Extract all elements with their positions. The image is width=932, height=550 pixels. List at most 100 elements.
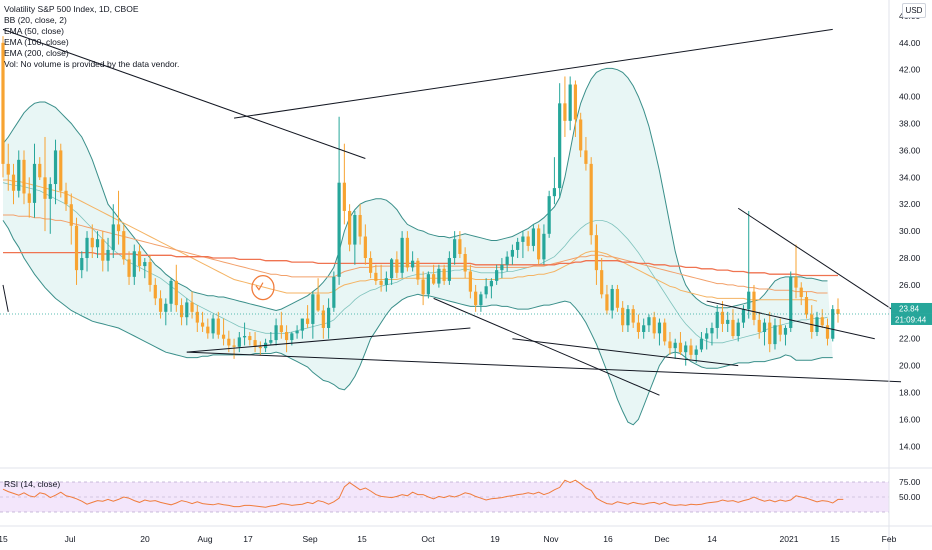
- candle: [710, 322, 714, 346]
- last-price-badge: [891, 302, 932, 314]
- candle-body: [663, 322, 667, 342]
- candle-body: [216, 318, 220, 335]
- candle: [752, 284, 756, 326]
- candle-body: [80, 258, 84, 271]
- trendline: [233, 28, 833, 119]
- candle: [558, 83, 562, 198]
- candle: [379, 264, 383, 292]
- price-tick-label: 38.00: [899, 119, 921, 129]
- candle: [348, 204, 352, 252]
- legend-title[interactable]: Volatility S&P 500 Index, 1D, CBOE: [4, 4, 139, 14]
- candle-body: [32, 163, 37, 203]
- trendline-drawings[interactable]: [2, 28, 902, 396]
- candle: [568, 76, 572, 131]
- candle-body: [453, 239, 457, 259]
- time-tick-label: Oct: [421, 534, 435, 544]
- candle: [185, 298, 189, 326]
- candle: [127, 251, 131, 285]
- rsi-path: [2, 479, 844, 508]
- candle-body: [353, 214, 357, 245]
- candle-body: [237, 337, 241, 347]
- legend-bb[interactable]: BB (20, close, 2): [4, 15, 67, 25]
- legend-ema50[interactable]: EMA (50, close): [4, 26, 64, 36]
- candle-body: [463, 253, 467, 272]
- candle: [122, 224, 126, 265]
- time-tick-label: Jul: [65, 534, 76, 544]
- rsi-legend[interactable]: RSI (14, close): [4, 479, 61, 489]
- candle-body: [437, 268, 441, 284]
- candle: [563, 76, 567, 137]
- candle-body: [794, 276, 798, 288]
- candle-body: [342, 182, 346, 211]
- candle-body: [248, 336, 252, 341]
- price-tick-label: 18.00: [899, 388, 921, 398]
- candle-body: [799, 287, 803, 298]
- candle-body: [736, 322, 740, 337]
- candle: [258, 341, 262, 355]
- candle: [647, 314, 651, 332]
- candle-body: [274, 325, 278, 341]
- candle-body: [579, 119, 583, 151]
- candle: [542, 224, 546, 265]
- candle: [400, 231, 404, 279]
- candle: [11, 163, 16, 205]
- candle: [626, 305, 630, 332]
- candle: [810, 305, 814, 339]
- legend-ema100[interactable]: EMA (100, close): [4, 37, 69, 47]
- legend-ema200[interactable]: EMA (200, close): [4, 48, 69, 58]
- candle-body: [657, 322, 662, 334]
- ema200-line: [3, 251, 838, 277]
- bb-lower: [2, 220, 833, 426]
- candle-body: [600, 270, 604, 295]
- candle: [164, 298, 168, 326]
- candle-body: [137, 251, 142, 267]
- candle: [59, 143, 63, 198]
- candle: [584, 136, 588, 171]
- price-tick-label: 32.00: [899, 199, 921, 209]
- candle: [836, 298, 840, 323]
- candle: [720, 301, 725, 332]
- candle: [69, 193, 73, 245]
- candle: [516, 237, 520, 259]
- candle: [689, 338, 693, 359]
- candle: [305, 305, 310, 328]
- candle-body: [642, 325, 646, 332]
- candle-body: [290, 333, 294, 341]
- candle: [242, 322, 247, 346]
- candle-body: [106, 249, 110, 261]
- candle: [526, 231, 530, 252]
- candle: [48, 177, 52, 234]
- candle: [432, 264, 436, 285]
- candle: [1, 36, 5, 178]
- candle: [547, 190, 551, 238]
- candle-body: [43, 177, 47, 199]
- candle: [715, 305, 719, 339]
- candle-body: [95, 239, 100, 248]
- candle-body: [804, 297, 809, 315]
- ema100-line: [3, 214, 828, 294]
- candle-body: [778, 325, 782, 335]
- bb-basis: [2, 182, 828, 344]
- candle-body: [74, 225, 79, 271]
- candlestick-series[interactable]: [1, 36, 840, 366]
- candle: [374, 264, 378, 285]
- countdown-badge: [891, 313, 932, 325]
- candle-body: [6, 163, 10, 175]
- currency-button[interactable]: USD: [902, 3, 926, 18]
- candle-body: [143, 262, 147, 267]
- candle: [463, 247, 467, 279]
- price-tick-label: 36.00: [899, 145, 921, 155]
- candle: [663, 318, 667, 346]
- candle: [773, 318, 777, 350]
- candle-body: [573, 84, 578, 120]
- candle: [594, 224, 599, 285]
- price-tick-label: 16.00: [899, 414, 921, 424]
- candle-body: [374, 272, 378, 281]
- candle: [279, 311, 283, 339]
- candle-body: [495, 270, 499, 281]
- candle: [426, 271, 430, 299]
- candle: [74, 217, 79, 285]
- candle: [684, 341, 688, 366]
- price-tick-label: 22.00: [899, 334, 921, 344]
